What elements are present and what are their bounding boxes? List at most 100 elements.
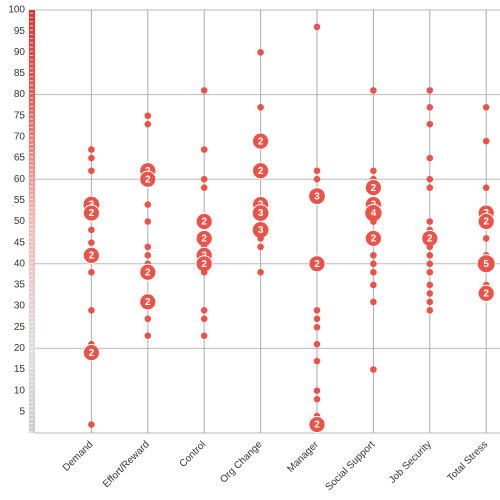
x-tick-label: Manager xyxy=(285,439,321,475)
y-tick-label: 10 xyxy=(14,385,26,396)
dot xyxy=(477,284,495,303)
dot xyxy=(200,184,208,191)
x-tick-label: Demand xyxy=(61,439,96,474)
dot xyxy=(426,175,434,183)
dot xyxy=(144,252,152,259)
dot xyxy=(313,387,321,395)
count-label: 2 xyxy=(201,217,207,228)
dot xyxy=(200,307,208,314)
y-tick-label: 50 xyxy=(14,216,26,227)
dot xyxy=(482,103,490,111)
y-tick-label: 65 xyxy=(14,153,26,164)
count-label: 2 xyxy=(314,420,320,431)
dot xyxy=(308,415,326,434)
dot xyxy=(252,132,270,150)
dot xyxy=(370,260,377,268)
dot xyxy=(426,307,434,314)
dot xyxy=(88,146,95,153)
y-tick-label: 45 xyxy=(14,237,26,248)
dot xyxy=(313,340,321,348)
dot xyxy=(482,184,490,191)
dot xyxy=(88,167,95,175)
y-tick-label: 80 xyxy=(14,89,26,100)
count-label: 2 xyxy=(483,217,489,228)
dot xyxy=(482,235,490,242)
dot xyxy=(426,184,434,191)
x-tick-label: Job Security xyxy=(387,439,434,486)
dot xyxy=(426,268,434,276)
dot xyxy=(370,87,377,94)
dot xyxy=(370,366,377,373)
dot xyxy=(139,293,157,311)
dot xyxy=(88,226,95,234)
dot xyxy=(144,315,152,323)
dot xyxy=(195,212,213,231)
count-label: 2 xyxy=(89,208,95,219)
dot xyxy=(200,87,208,94)
dot xyxy=(426,298,434,306)
y-tick-label: 85 xyxy=(14,68,26,79)
x-tick-label: Total Stress xyxy=(445,439,490,484)
count-label: 3 xyxy=(314,191,320,202)
dot xyxy=(82,246,101,264)
count-label: 5 xyxy=(483,259,489,270)
dot xyxy=(257,49,264,56)
count-label: 2 xyxy=(201,234,207,245)
count-label: 2 xyxy=(258,166,264,177)
dot xyxy=(313,167,321,175)
y-tick-label: 75 xyxy=(14,110,26,121)
dot xyxy=(313,323,321,331)
y-tick-label: 55 xyxy=(14,195,26,206)
dot xyxy=(313,175,321,183)
count-label: 2 xyxy=(145,174,151,185)
count-label: 2 xyxy=(258,136,264,147)
dot xyxy=(308,255,326,273)
count-label: 3 xyxy=(258,208,264,219)
dot xyxy=(88,307,95,314)
dot xyxy=(426,87,434,94)
dot xyxy=(370,167,377,175)
dot xyxy=(257,235,264,242)
dot xyxy=(313,357,321,365)
dot xyxy=(426,252,434,259)
dot xyxy=(144,243,152,251)
y-tick-label: 40 xyxy=(14,258,26,269)
marks: 32222222222222233322224222252 xyxy=(82,23,496,434)
count-label: 2 xyxy=(371,183,377,194)
dot xyxy=(426,154,434,162)
dot xyxy=(144,332,152,340)
dot xyxy=(144,112,152,120)
dot xyxy=(88,421,95,428)
count-label: 2 xyxy=(371,234,377,245)
dot xyxy=(144,201,152,208)
x-tick-label: Control xyxy=(178,439,209,470)
dot xyxy=(88,239,95,246)
dot xyxy=(370,281,377,289)
y-tick-label: 25 xyxy=(14,322,26,333)
dot xyxy=(144,120,152,128)
y-tick-label: 90 xyxy=(14,47,26,58)
dot xyxy=(426,260,434,268)
dot xyxy=(257,103,264,111)
dot xyxy=(313,395,321,403)
x-tick-label: Social Support xyxy=(324,439,378,493)
dot xyxy=(82,344,101,362)
dot xyxy=(477,212,495,231)
dot xyxy=(200,146,208,153)
dot xyxy=(313,307,321,314)
dot xyxy=(313,23,321,31)
dot xyxy=(476,254,496,274)
dot xyxy=(200,315,208,323)
y-tick-label: 30 xyxy=(14,301,26,312)
dot xyxy=(370,298,377,306)
dot xyxy=(88,154,95,162)
y-tick-label: 15 xyxy=(14,364,26,375)
dot xyxy=(370,218,377,225)
dot xyxy=(257,243,264,251)
dot xyxy=(482,137,490,145)
dot xyxy=(313,315,321,323)
dot xyxy=(200,175,208,183)
dot xyxy=(82,204,101,222)
count-label: 4 xyxy=(371,208,377,219)
